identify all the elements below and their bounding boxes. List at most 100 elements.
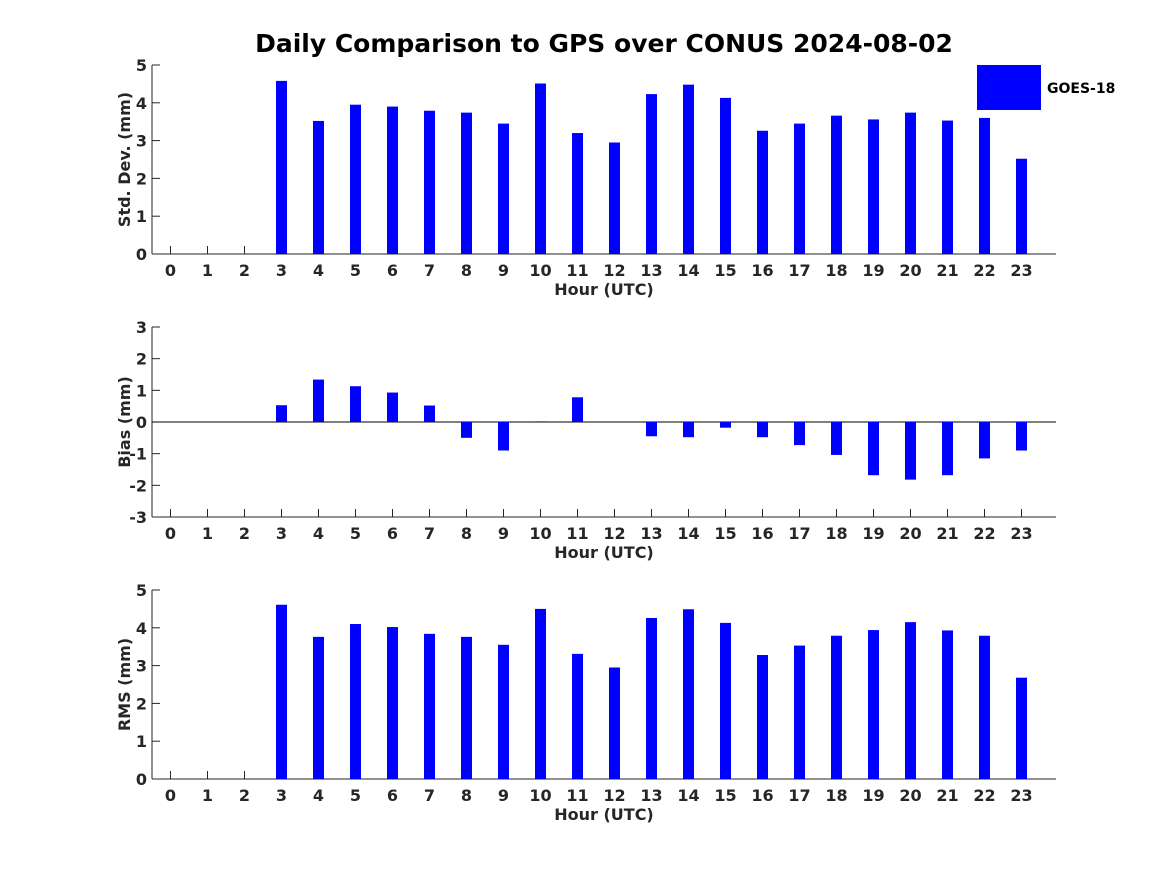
std-x-tick-label: 7 bbox=[424, 261, 435, 280]
rms-x-tick-label: 9 bbox=[498, 786, 509, 805]
std-bar-hour-23 bbox=[1016, 158, 1027, 254]
std-x-tick-label: 11 bbox=[566, 261, 588, 280]
std-x-tick-label: 2 bbox=[239, 261, 250, 280]
std-x-tick-label: 3 bbox=[276, 261, 287, 280]
bias-bar-hour-20 bbox=[905, 422, 916, 480]
std-x-tick-label: 6 bbox=[387, 261, 398, 280]
std-x-tick-label: 21 bbox=[936, 261, 958, 280]
bias-x-tick-label: 10 bbox=[529, 524, 551, 543]
std-x-tick-label: 0 bbox=[165, 261, 176, 280]
std-bar-hour-9 bbox=[498, 123, 509, 254]
std-x-tick-label: 22 bbox=[973, 261, 995, 280]
std-bar-hour-21 bbox=[942, 120, 953, 254]
bias-bar-hour-21 bbox=[942, 422, 953, 476]
rms-bar-hour-21 bbox=[942, 630, 953, 779]
std-x-tick-label: 18 bbox=[825, 261, 847, 280]
std-y-tick-label: 0 bbox=[136, 245, 147, 264]
rms-bar-hour-8 bbox=[461, 636, 472, 779]
rms-x-tick-label: 19 bbox=[862, 786, 884, 805]
bias-x-tick-label: 6 bbox=[387, 524, 398, 543]
bias-bar-hour-9 bbox=[498, 422, 509, 451]
std-bar-hour-12 bbox=[609, 142, 620, 254]
std-bar-hour-22 bbox=[979, 117, 990, 254]
bias-x-tick-label: 22 bbox=[973, 524, 995, 543]
rms-x-tick-label: 10 bbox=[529, 786, 551, 805]
std-bar-hour-20 bbox=[905, 112, 916, 255]
std-y-axis-label: Std. Dev. (mm) bbox=[115, 92, 134, 227]
std-bar-hour-7 bbox=[424, 110, 435, 254]
rms-x-axis-label: Hour (UTC) bbox=[554, 805, 654, 824]
std-bar-hour-15 bbox=[720, 97, 731, 254]
std-bar-hour-10 bbox=[535, 83, 546, 254]
std-bar-hour-19 bbox=[868, 119, 879, 254]
rms-bar-hour-23 bbox=[1016, 677, 1027, 779]
bias-x-tick-label: 3 bbox=[276, 524, 287, 543]
bias-x-tick-label: 9 bbox=[498, 524, 509, 543]
rms-x-tick-label: 0 bbox=[165, 786, 176, 805]
bias-x-tick-label: 17 bbox=[788, 524, 810, 543]
std-bar-hour-5 bbox=[350, 104, 361, 254]
bias-bar-hour-3 bbox=[276, 405, 287, 422]
bias-x-tick-label: 16 bbox=[751, 524, 773, 543]
bias-x-tick-label: 18 bbox=[825, 524, 847, 543]
bias-x-axis-label: Hour (UTC) bbox=[554, 543, 654, 562]
rms-bar-hour-16 bbox=[757, 655, 768, 779]
rms-x-tick-label: 5 bbox=[350, 786, 361, 805]
std-x-tick-label: 20 bbox=[899, 261, 921, 280]
std-x-axis-label: Hour (UTC) bbox=[554, 280, 654, 299]
rms-x-tick-label: 13 bbox=[640, 786, 662, 805]
bias-bar-hour-17 bbox=[794, 422, 805, 446]
std-bar-hour-18 bbox=[831, 115, 842, 254]
std-x-tick-label: 19 bbox=[862, 261, 884, 280]
legend-label-goes-18: GOES-18 bbox=[1047, 81, 1115, 97]
chart-title: Daily Comparison to GPS over CONUS 2024-… bbox=[255, 29, 953, 58]
rms-bar-hour-6 bbox=[387, 627, 398, 779]
bias-bar-hour-22 bbox=[979, 422, 990, 459]
bias-bar-hour-18 bbox=[831, 422, 842, 455]
bias-y-tick-label: 3 bbox=[136, 318, 147, 337]
std-bar-hour-13 bbox=[646, 94, 657, 254]
rms-bar-hour-9 bbox=[498, 644, 509, 779]
rms-x-tick-label: 4 bbox=[313, 786, 324, 805]
rms-bar-hour-7 bbox=[424, 633, 435, 779]
rms-bar-hour-10 bbox=[535, 608, 546, 779]
bias-bar-hour-8 bbox=[461, 422, 472, 438]
rms-bar-hour-5 bbox=[350, 624, 361, 779]
rms-y-tick-label: 5 bbox=[136, 581, 147, 600]
std-bar-hour-8 bbox=[461, 112, 472, 255]
rms-x-tick-label: 7 bbox=[424, 786, 435, 805]
bias-x-tick-label: 14 bbox=[677, 524, 699, 543]
rms-bar-hour-22 bbox=[979, 635, 990, 779]
bias-x-tick-label: 11 bbox=[566, 524, 588, 543]
std-bar-hour-4 bbox=[313, 120, 324, 254]
std-x-tick-label: 14 bbox=[677, 261, 699, 280]
bias-x-tick-label: 15 bbox=[714, 524, 736, 543]
bias-bar-hour-11 bbox=[572, 397, 583, 422]
std-bar-hour-11 bbox=[572, 133, 583, 254]
std-bar-hour-6 bbox=[387, 106, 398, 254]
rms-bar-hour-11 bbox=[572, 653, 583, 779]
rms-y-tick-label: 0 bbox=[136, 770, 147, 789]
bias-x-tick-label: 2 bbox=[239, 524, 250, 543]
rms-bar-hour-17 bbox=[794, 645, 805, 779]
bias-bar-hour-13 bbox=[646, 422, 657, 437]
bias-x-tick-label: 8 bbox=[461, 524, 472, 543]
std-y-tick-label: 1 bbox=[136, 207, 147, 226]
rms-x-tick-label: 3 bbox=[276, 786, 287, 805]
rms-y-tick-label: 4 bbox=[136, 619, 147, 638]
rms-y-tick-label: 1 bbox=[136, 732, 147, 751]
std-x-tick-label: 5 bbox=[350, 261, 361, 280]
rms-bar-hour-19 bbox=[868, 630, 879, 779]
legend: GOES-18 bbox=[977, 65, 1115, 110]
bias-x-tick-label: 13 bbox=[640, 524, 662, 543]
rms-x-tick-label: 11 bbox=[566, 786, 588, 805]
std-x-tick-label: 12 bbox=[603, 261, 625, 280]
rms-x-tick-label: 12 bbox=[603, 786, 625, 805]
bias-bar-hour-10 bbox=[535, 421, 546, 422]
bias-x-tick-label: 4 bbox=[313, 524, 324, 543]
bias-y-axis-label: Bias (mm) bbox=[115, 376, 134, 468]
rms-x-tick-label: 15 bbox=[714, 786, 736, 805]
